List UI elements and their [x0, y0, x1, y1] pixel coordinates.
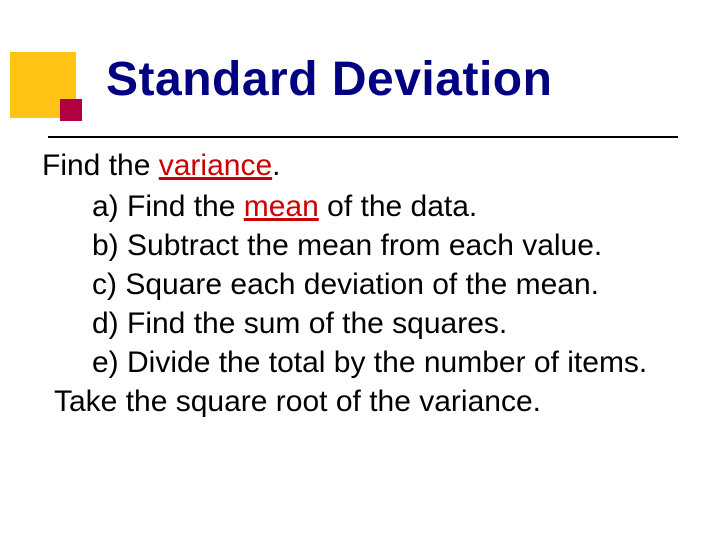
- keyword-mean: mean: [244, 190, 319, 223]
- intro-line: Find the variance.: [42, 146, 682, 185]
- final-line: Take the square root of the variance.: [42, 382, 682, 421]
- step-d: d) Find the sum of the squares.: [42, 304, 682, 343]
- intro-suffix: .: [272, 149, 280, 182]
- step-b: b) Subtract the mean from each value.: [42, 226, 682, 265]
- slide-title: Standard Deviation: [106, 52, 552, 107]
- title-underline: [48, 136, 678, 138]
- step-c: c) Square each deviation of the mean.: [42, 265, 682, 304]
- keyword-variance: variance: [159, 149, 272, 182]
- slide-body: Find the variance. a) Find the mean of t…: [42, 146, 682, 421]
- step-a: a) Find the mean of the data.: [42, 187, 682, 226]
- title-bullet-rect: [60, 99, 82, 121]
- step-a-prefix: Find the: [127, 190, 244, 223]
- intro-prefix: Find the: [42, 149, 159, 182]
- step-a-suffix: of the data.: [319, 190, 477, 223]
- step-a-label: a): [92, 190, 127, 223]
- step-e: e) Divide the total by the number of ite…: [42, 343, 682, 382]
